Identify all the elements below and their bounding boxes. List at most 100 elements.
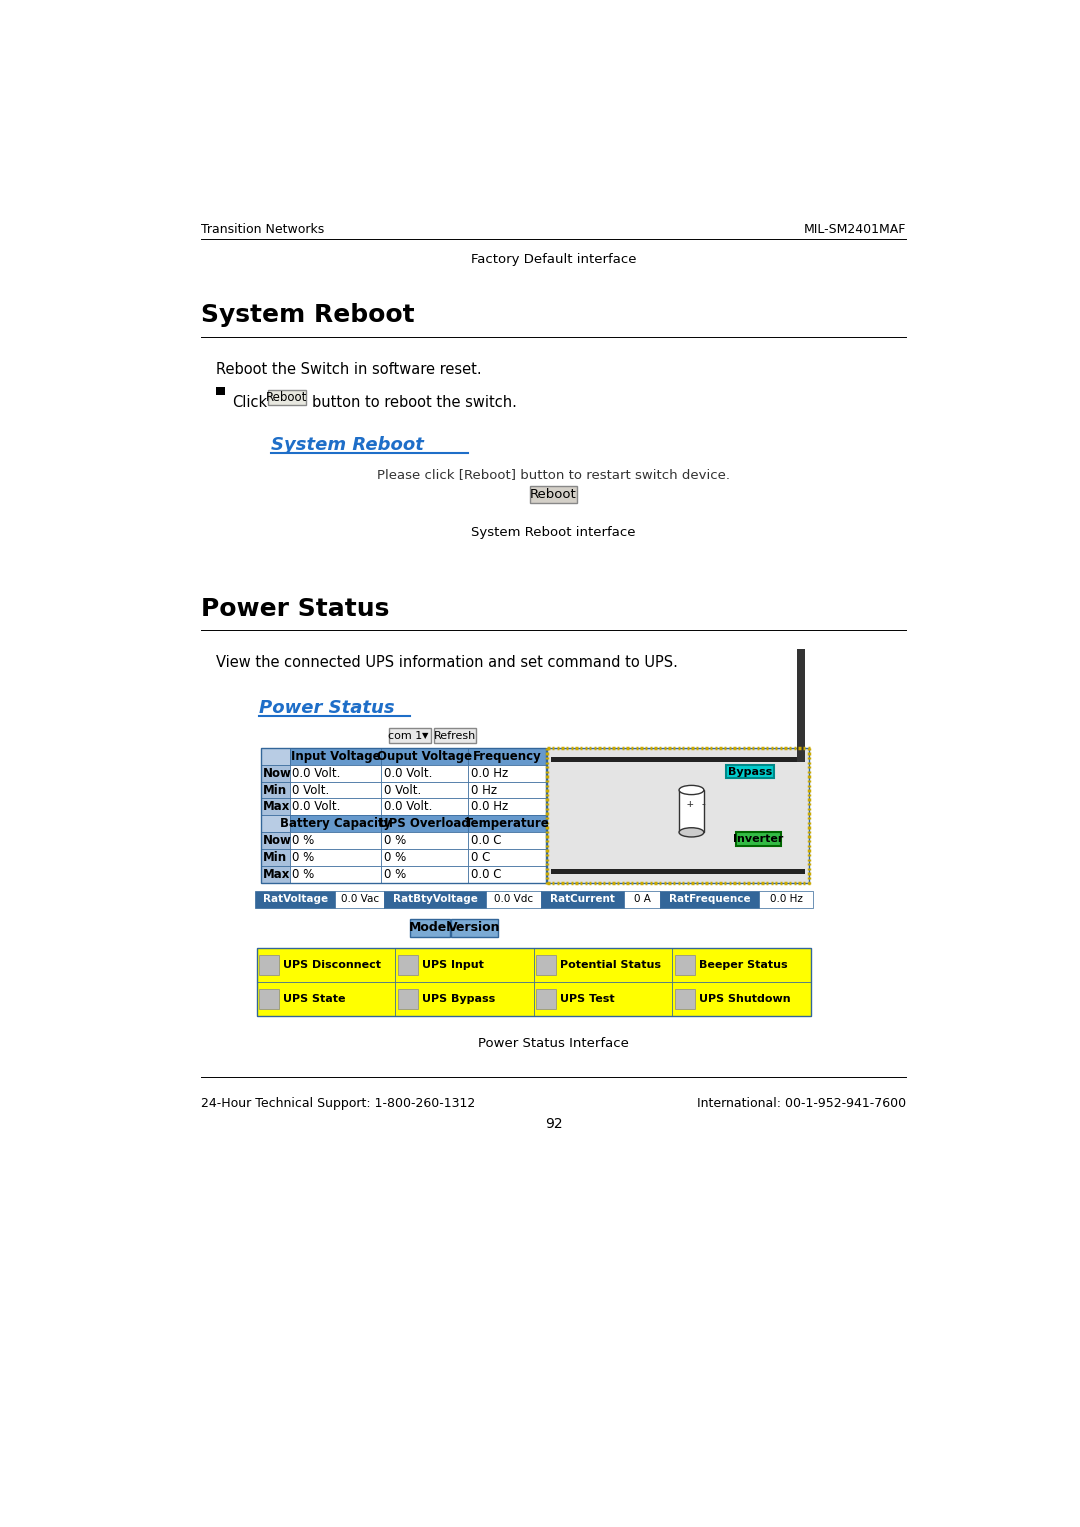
Bar [381,765,469,782]
Bar [260,765,291,782]
Bar [291,799,381,815]
Text: 24-Hour Technical Support: 1-800-260-1312: 24-Hour Technical Support: 1-800-260-131… [201,1098,475,1110]
Text: 0 %: 0 % [293,869,314,881]
Bar [260,748,545,883]
Bar [469,782,545,799]
Bar [551,869,806,873]
Text: UPS Disconnect: UPS Disconnect [283,960,381,970]
Text: 0.0 Volt.: 0.0 Volt. [383,800,432,814]
Text: 0.0 Hz: 0.0 Hz [471,767,508,780]
Text: Reboot: Reboot [530,487,577,501]
Bar [534,948,672,982]
Bar [548,748,809,883]
Bar [679,789,704,832]
Text: RatBtyVoltage: RatBtyVoltage [393,895,477,904]
Text: Input Voltage: Input Voltage [291,750,380,762]
Bar [536,988,556,1009]
Bar [675,954,694,974]
Bar [395,948,534,982]
Text: Ouput Voltage: Ouput Voltage [377,750,472,762]
Text: Please click [Reboot] button to restart switch device.: Please click [Reboot] button to restart … [377,469,730,481]
Bar [469,799,545,815]
Text: 0 A: 0 A [634,895,650,904]
FancyBboxPatch shape [530,486,577,502]
Text: RatFrequence: RatFrequence [669,895,751,904]
Text: Power Status Interface: Power Status Interface [478,1037,629,1051]
Text: UPS Test: UPS Test [561,994,615,1003]
Bar [291,782,381,799]
Text: 0 %: 0 % [383,869,406,881]
Bar [381,815,469,832]
Bar [534,982,672,1015]
Text: View the connected UPS information and set command to UPS.: View the connected UPS information and s… [216,655,678,670]
Bar [260,849,291,866]
Bar [260,866,291,883]
Bar [381,849,469,866]
FancyBboxPatch shape [389,728,431,744]
Bar [255,890,336,909]
FancyBboxPatch shape [268,389,306,405]
Bar [216,386,225,395]
Bar [469,748,545,765]
Bar [381,748,469,765]
Bar [672,982,811,1015]
Text: UPS Overload: UPS Overload [379,817,470,831]
Bar [259,988,279,1009]
Text: UPS State: UPS State [283,994,346,1003]
Text: UPS Input: UPS Input [421,960,484,970]
Text: 0.0 Vac: 0.0 Vac [341,895,379,904]
Text: 92: 92 [544,1118,563,1132]
Bar [259,954,279,974]
Text: 0 C: 0 C [471,851,490,864]
Text: Temperature: Temperature [464,817,550,831]
Text: Refresh: Refresh [434,731,476,741]
Bar [257,948,395,982]
Bar [260,832,291,849]
Bar [384,890,486,909]
Text: Min: Min [262,783,287,797]
Text: Reboot: Reboot [266,391,308,403]
Bar [675,988,694,1009]
Bar [397,988,418,1009]
Text: UPS Shutdown: UPS Shutdown [699,994,791,1003]
Bar [469,866,545,883]
FancyBboxPatch shape [451,919,498,938]
Text: Bypass: Bypass [728,767,772,777]
Text: Battery Capacity: Battery Capacity [280,817,391,831]
Bar [469,815,545,832]
Bar [672,948,811,982]
Text: ▼: ▼ [422,731,429,741]
Bar [624,890,660,909]
Text: 0 Volt.: 0 Volt. [293,783,329,797]
Text: 0.0 Hz: 0.0 Hz [471,800,508,814]
Bar [660,890,759,909]
Bar [257,948,811,1015]
Text: Max: Max [262,869,291,881]
FancyBboxPatch shape [735,832,781,846]
Text: 0.0 Vdc: 0.0 Vdc [495,895,534,904]
Text: 0.0 Volt.: 0.0 Volt. [293,800,340,814]
Text: System Reboot: System Reboot [271,435,423,454]
Text: System Reboot: System Reboot [201,302,415,327]
Text: Model: Model [409,921,451,935]
Text: Transition Networks: Transition Networks [201,223,324,237]
Bar [260,815,291,832]
Bar [486,890,541,909]
Text: 0 %: 0 % [293,834,314,847]
Bar [469,765,545,782]
Bar [536,954,556,974]
Bar [291,815,381,832]
Text: 0.0 C: 0.0 C [471,869,501,881]
Text: Frequency: Frequency [473,750,541,762]
Bar [381,799,469,815]
Text: Factory Default interface: Factory Default interface [471,252,636,266]
Bar [381,866,469,883]
Text: + -: + - [687,799,707,809]
Bar [257,982,395,1015]
Bar [381,832,469,849]
Ellipse shape [679,828,704,837]
Text: System Reboot interface: System Reboot interface [471,525,636,539]
Text: Click: Click [232,395,267,409]
Text: RatVoltage: RatVoltage [262,895,328,904]
Text: Min: Min [262,851,287,864]
